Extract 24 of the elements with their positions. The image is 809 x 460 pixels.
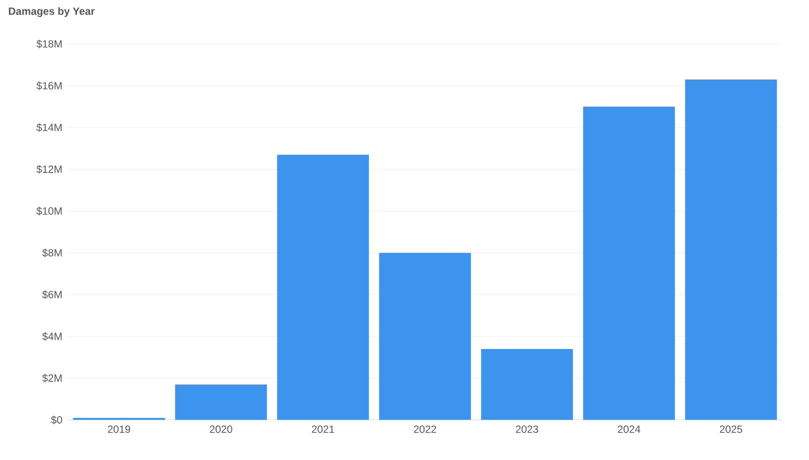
bar (481, 348, 573, 420)
y-tick-label: $6M (42, 290, 62, 299)
bar (175, 384, 267, 420)
y-tick-label: $18M (36, 40, 62, 48)
y-tick-label: $2M (42, 374, 62, 382)
x-tick-label: 2023 (516, 426, 538, 433)
y-tick-label: $4M (42, 332, 62, 341)
y-tick-label: $16M (36, 82, 62, 90)
x-tick-label: 2025 (720, 426, 742, 433)
chart-title: Damages by Year (8, 7, 95, 17)
x-tick-label: 2020 (210, 426, 232, 433)
bar (277, 154, 369, 420)
y-tick-label: $0 (50, 416, 62, 424)
x-tick-label: 2024 (618, 426, 640, 433)
y-tick-label: $10M (36, 206, 62, 216)
y-tick-label: $12M (36, 165, 62, 174)
bar (379, 252, 471, 420)
bar (583, 106, 675, 420)
y-tick-label: $8M (42, 248, 62, 258)
x-tick-label: 2022 (414, 426, 436, 433)
y-tick-label: $14M (36, 123, 62, 132)
x-tick-label: 2021 (312, 426, 334, 433)
x-tick-label: 2019 (108, 426, 130, 433)
bar (685, 79, 777, 420)
